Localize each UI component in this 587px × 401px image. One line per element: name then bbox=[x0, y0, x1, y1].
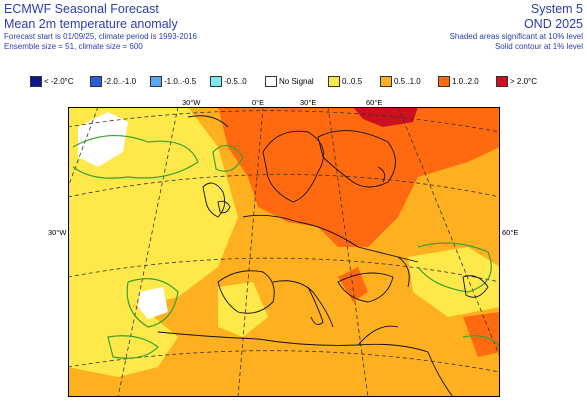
legend-label: -0.5..0 bbox=[224, 76, 247, 86]
lon-label-30w: 30°W bbox=[182, 98, 201, 107]
significance-note1: Shaded areas significant at 10% level bbox=[449, 32, 583, 41]
legend-item: > 2.0°C bbox=[496, 74, 537, 88]
anomaly-region-darkred bbox=[353, 107, 418, 127]
lat-label-left: 30°W bbox=[48, 228, 67, 237]
legend-item: < -2.0°C bbox=[30, 74, 74, 88]
legend-label: -1.0..-0.5 bbox=[164, 76, 197, 86]
coastlines bbox=[157, 115, 489, 397]
legend-swatch bbox=[496, 75, 508, 87]
header-left: ECMWF Seasonal Forecast Mean 2m temperat… bbox=[4, 2, 197, 52]
legend-item: 1.0..2.0 bbox=[438, 74, 479, 88]
legend-swatch bbox=[30, 75, 42, 87]
legend-label: 0.5..1.0 bbox=[394, 76, 421, 86]
color-legend: < -2.0°C -2.0..-1.0 -1.0..-0.5 -0.5..0 N… bbox=[30, 74, 570, 88]
legend-swatch bbox=[380, 75, 392, 87]
legend-swatch bbox=[90, 75, 102, 87]
legend-swatch bbox=[265, 75, 277, 87]
legend-swatch bbox=[150, 75, 162, 87]
legend-item: -0.5..0 bbox=[210, 74, 247, 88]
legend-swatch bbox=[328, 75, 340, 87]
anomaly-map bbox=[68, 107, 500, 397]
legend-item: No Signal bbox=[265, 74, 314, 88]
anomaly-region-nosignal-south bbox=[138, 287, 168, 319]
legend-label: 0..0.5 bbox=[342, 76, 363, 86]
legend-label: -2.0..-1.0 bbox=[104, 76, 137, 86]
info-line2: Ensemble size = 51, climate size = 600 bbox=[4, 42, 143, 51]
legend-label: < -2.0°C bbox=[44, 76, 74, 86]
legend-label: > 2.0°C bbox=[510, 76, 537, 86]
lat-label-right: 60°E bbox=[502, 228, 519, 237]
significance-note2: Solid contour at 1% level bbox=[494, 42, 583, 51]
title-line2: Mean 2m temperature anomaly bbox=[4, 17, 178, 31]
info-line1: Forecast start is 01/09/25, climate peri… bbox=[4, 32, 197, 41]
legend-label: 1.0..2.0 bbox=[452, 76, 479, 86]
lon-label-0: 0°E bbox=[252, 98, 265, 107]
legend-label: No Signal bbox=[279, 76, 314, 86]
lon-label-30e: 30°E bbox=[300, 98, 317, 107]
legend-swatch bbox=[438, 75, 450, 87]
system-label: System 5 bbox=[530, 2, 583, 16]
anomaly-region-nosignal-north bbox=[78, 112, 128, 167]
anomaly-region-red-north bbox=[218, 107, 500, 247]
legend-item: -1.0..-0.5 bbox=[150, 74, 196, 88]
season-label: OND 2025 bbox=[523, 17, 583, 31]
map-frame bbox=[68, 107, 500, 397]
graticule bbox=[68, 107, 500, 397]
anomaly-region-yellow-south bbox=[68, 277, 178, 377]
legend-swatch bbox=[210, 75, 222, 87]
anomaly-region-yellow-east bbox=[408, 247, 500, 317]
legend-item: 0..0.5 bbox=[328, 74, 362, 88]
significance-contours bbox=[72, 134, 500, 359]
anomaly-region-red-east bbox=[463, 312, 500, 357]
anomaly-region-red-blacksea bbox=[338, 267, 368, 302]
legend-item: 0.5..1.0 bbox=[380, 74, 421, 88]
header-right: System 5 OND 2025 Shaded areas significa… bbox=[450, 2, 583, 52]
title-line1: ECMWF Seasonal Forecast bbox=[4, 2, 159, 16]
legend-item: -2.0..-1.0 bbox=[90, 74, 136, 88]
lon-label-60e: 60°E bbox=[366, 98, 383, 107]
anomaly-region-yellow-iberia bbox=[218, 282, 268, 337]
